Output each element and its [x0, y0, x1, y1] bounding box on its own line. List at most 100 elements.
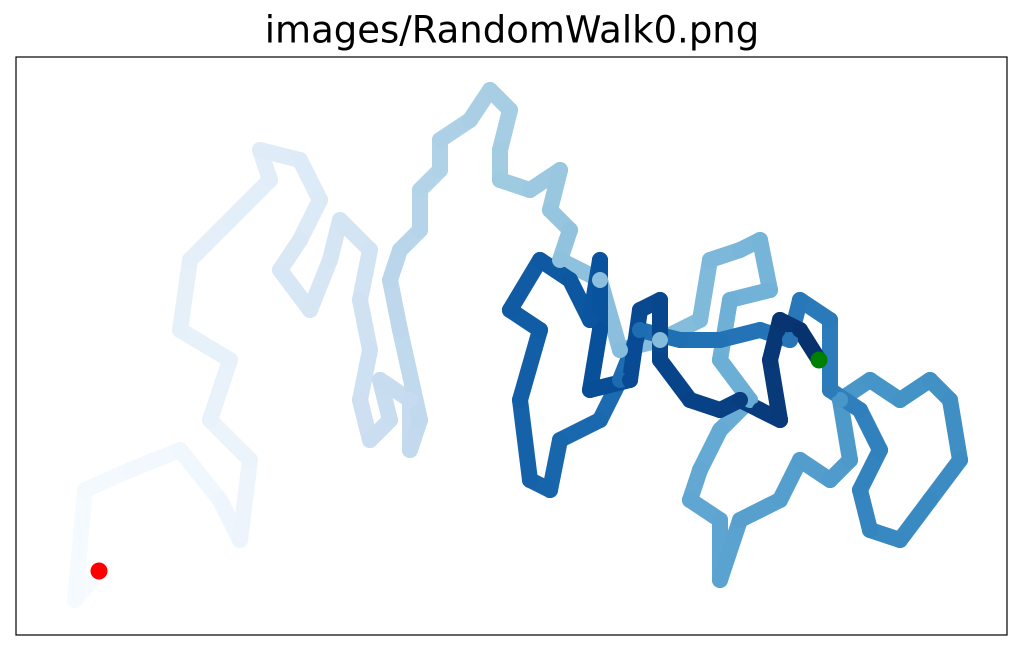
walk-point	[322, 252, 338, 268]
walk-point	[552, 252, 568, 268]
walk-segment	[172, 442, 228, 508]
walk-point	[402, 442, 418, 458]
walk-point	[712, 512, 728, 528]
walk-point	[712, 332, 728, 348]
walk-segment	[122, 442, 188, 478]
walk-point	[252, 142, 268, 158]
walk-segment	[302, 252, 338, 318]
walk-point	[582, 382, 598, 398]
walk-segment	[712, 512, 748, 588]
walk-point	[392, 242, 408, 258]
walk-point	[712, 422, 728, 438]
walk-point	[67, 592, 83, 608]
walk-point	[402, 392, 418, 408]
walk-point	[702, 252, 718, 268]
walk-point	[362, 342, 378, 358]
walk-point	[412, 412, 428, 428]
walk-segment	[232, 452, 258, 548]
walk-point	[412, 182, 428, 198]
walk-point	[592, 412, 608, 428]
walk-point	[522, 472, 538, 488]
walk-point	[482, 82, 498, 98]
walk-point	[462, 112, 478, 128]
walk-point	[77, 482, 93, 498]
walk-point	[332, 212, 348, 228]
walk-point	[212, 492, 228, 508]
walk-point	[242, 452, 258, 468]
walk-point	[292, 232, 308, 248]
walk-point	[672, 332, 688, 348]
walk-point	[872, 442, 888, 458]
walk-segment	[352, 342, 378, 408]
walk-point	[752, 402, 768, 418]
walk-point	[262, 172, 278, 188]
walk-point	[792, 322, 808, 338]
walk-point	[822, 382, 838, 398]
walk-point	[292, 152, 308, 168]
walk-point	[412, 222, 428, 238]
walk-point	[582, 312, 598, 328]
walk-point	[752, 322, 768, 338]
walk-point	[792, 452, 808, 468]
chart-title: images/RandomWalk0.png	[265, 9, 760, 52]
walk-point	[782, 332, 798, 348]
walk-point	[692, 462, 708, 478]
walk-segment	[182, 212, 238, 268]
walk-point	[922, 492, 938, 508]
walk-segment	[832, 392, 858, 468]
walk-point	[822, 472, 838, 488]
walk-point	[172, 442, 188, 458]
walk-point	[632, 302, 648, 318]
walk-segment	[392, 322, 428, 428]
walk-point	[552, 432, 568, 448]
walk-segment	[202, 352, 238, 428]
walk-point	[722, 292, 738, 308]
walk-point	[752, 232, 768, 248]
walk-point	[792, 292, 808, 308]
walk-segment	[222, 172, 278, 228]
walk-point	[532, 252, 548, 268]
walk-point	[232, 532, 248, 548]
walk-point	[632, 322, 648, 338]
walk-point	[492, 142, 508, 158]
walk-point	[852, 482, 868, 498]
walk-point	[382, 272, 398, 288]
walk-segment	[712, 352, 758, 408]
walk-point	[692, 312, 708, 328]
walk-point	[392, 322, 408, 338]
walk-point	[432, 162, 448, 178]
walk-point	[732, 512, 748, 528]
walk-segment	[352, 242, 378, 308]
walk-point	[772, 412, 788, 428]
walk-point	[592, 272, 608, 288]
walk-segment	[582, 322, 608, 398]
end-point	[810, 351, 828, 369]
walk-point	[862, 522, 878, 538]
walk-point	[352, 292, 368, 308]
walk-point	[122, 462, 138, 478]
walk-point	[712, 352, 728, 368]
walk-point	[552, 162, 568, 178]
walk-point	[852, 402, 868, 418]
walk-point	[532, 322, 548, 338]
walk-segment	[752, 232, 778, 298]
walk-segment	[762, 352, 788, 428]
walk-point	[592, 252, 608, 268]
walk-point	[942, 392, 958, 408]
walk-point	[542, 202, 558, 218]
walk-segment	[502, 252, 548, 318]
walk-segment	[512, 322, 548, 408]
walk-point	[522, 182, 538, 198]
walk-point	[352, 392, 368, 408]
walk-point	[652, 332, 668, 348]
walk-point	[362, 242, 378, 258]
walk-point	[502, 302, 518, 318]
walk-point	[542, 482, 558, 498]
walk-segment	[352, 292, 378, 358]
walk-segment	[542, 432, 568, 498]
walk-point	[612, 342, 628, 358]
walk-segment	[892, 492, 938, 548]
walk-point	[862, 372, 878, 388]
walk-point	[222, 352, 238, 368]
